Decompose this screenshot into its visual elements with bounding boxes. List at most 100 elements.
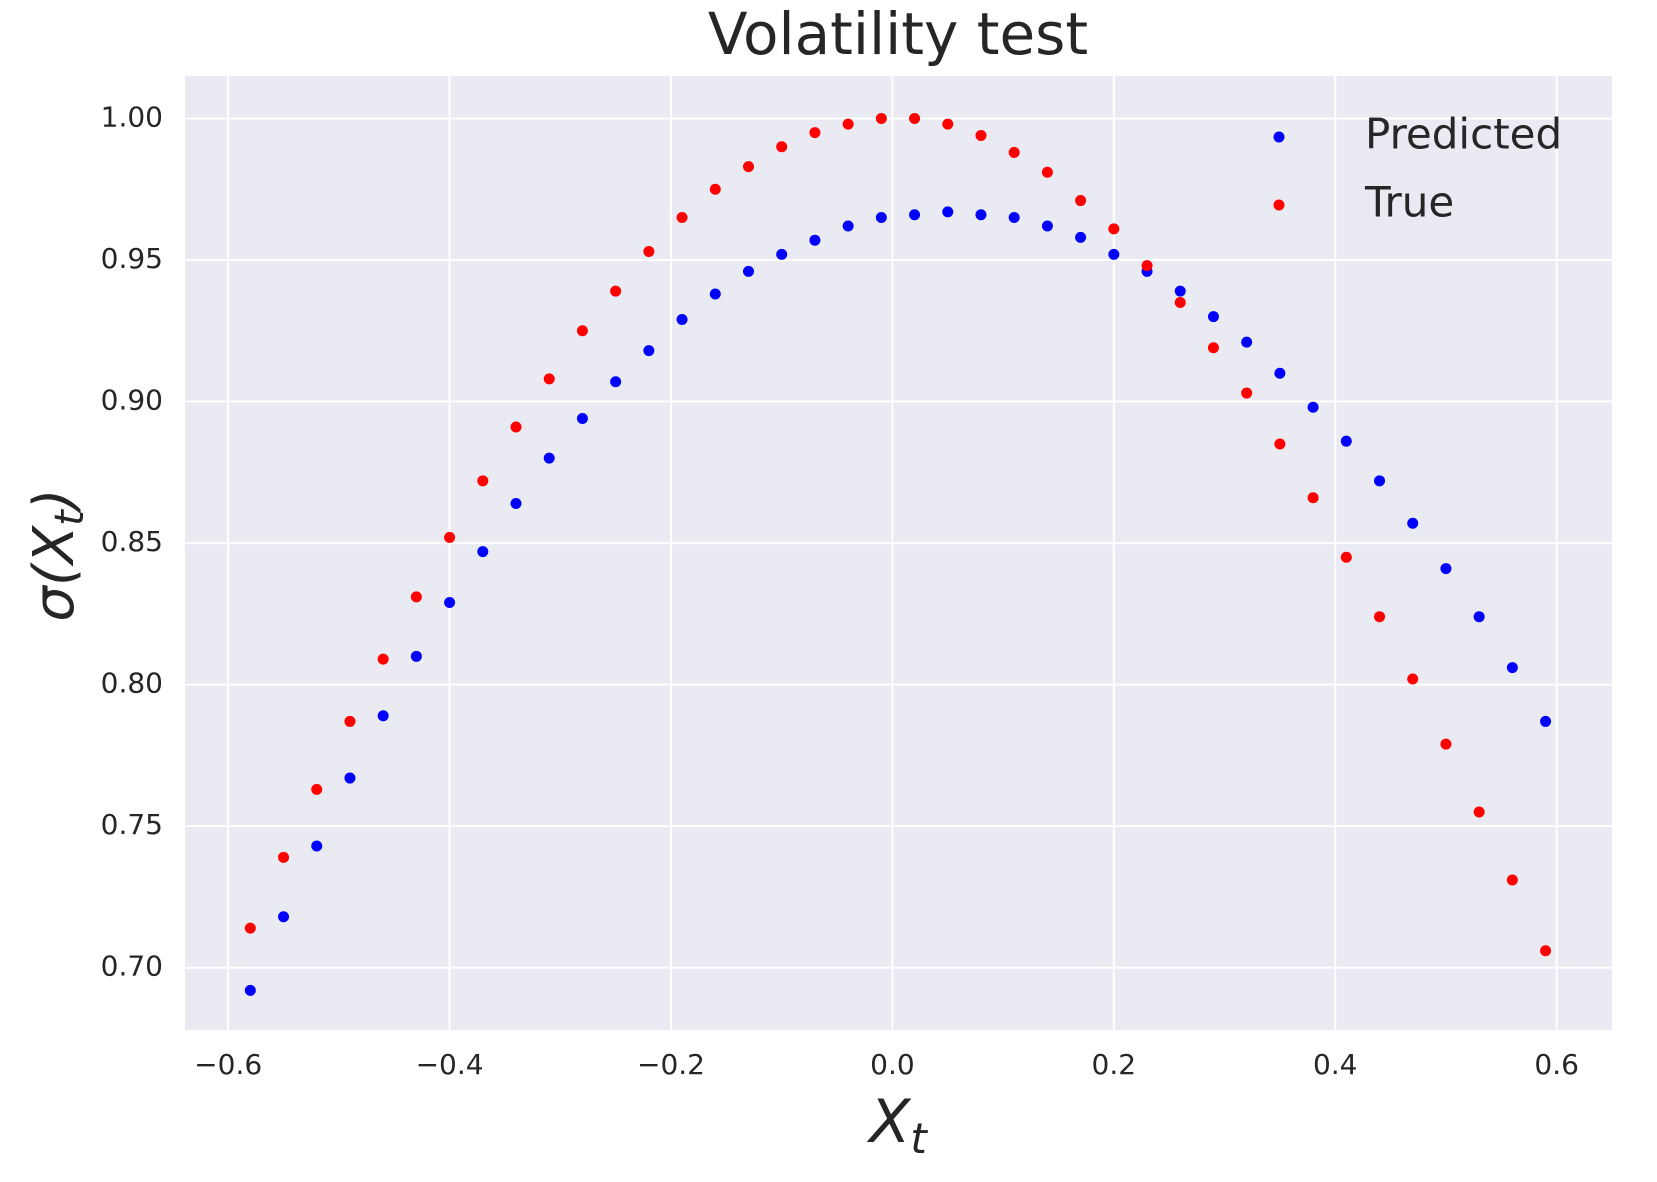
x-label-sub: t bbox=[910, 1114, 928, 1163]
point bbox=[1506, 874, 1518, 886]
point bbox=[610, 376, 622, 388]
point bbox=[676, 313, 688, 325]
point bbox=[1008, 146, 1020, 158]
point bbox=[444, 597, 456, 609]
point bbox=[842, 118, 854, 130]
point bbox=[344, 772, 356, 784]
legend-marker bbox=[1273, 199, 1285, 211]
point bbox=[1374, 611, 1386, 623]
point bbox=[1075, 231, 1087, 243]
point bbox=[1108, 248, 1120, 260]
y-tick-label: 0.95 bbox=[101, 242, 163, 275]
point bbox=[1274, 438, 1286, 450]
x-tick-label: 0.2 bbox=[1092, 1048, 1137, 1081]
point bbox=[1207, 311, 1219, 323]
point bbox=[1340, 551, 1352, 563]
x-label-main: X bbox=[866, 1087, 912, 1157]
point bbox=[377, 710, 389, 722]
point bbox=[1307, 492, 1319, 504]
point bbox=[776, 141, 788, 153]
point bbox=[244, 984, 256, 996]
point bbox=[1075, 195, 1087, 207]
plot-area bbox=[185, 76, 1612, 1030]
point bbox=[576, 413, 588, 425]
point bbox=[1540, 945, 1552, 957]
point bbox=[1440, 563, 1452, 575]
point bbox=[1274, 367, 1286, 379]
x-tick-label: −0.6 bbox=[194, 1048, 262, 1081]
point bbox=[909, 209, 921, 221]
point bbox=[610, 285, 622, 297]
y-tick-label: 0.75 bbox=[101, 808, 163, 841]
point bbox=[477, 475, 489, 487]
point bbox=[1440, 738, 1452, 750]
y-tick-label: 1.00 bbox=[101, 100, 163, 133]
point bbox=[1141, 260, 1153, 272]
y-label-sub: t bbox=[47, 509, 93, 526]
point bbox=[311, 783, 323, 795]
point bbox=[410, 591, 422, 603]
point bbox=[842, 220, 854, 232]
x-tick-label: 0.0 bbox=[870, 1048, 915, 1081]
point bbox=[975, 129, 987, 141]
point bbox=[875, 112, 887, 124]
point bbox=[244, 922, 256, 934]
point bbox=[1540, 715, 1552, 727]
x-axis-label: Xt bbox=[866, 1087, 928, 1163]
point bbox=[1340, 435, 1352, 447]
point bbox=[1506, 662, 1518, 674]
point bbox=[278, 851, 290, 863]
point bbox=[875, 212, 887, 224]
x-tick-label: −0.2 bbox=[637, 1048, 705, 1081]
point bbox=[809, 127, 821, 139]
x-tick-label: −0.4 bbox=[416, 1048, 484, 1081]
point bbox=[510, 497, 522, 509]
x-tick-label: 0.4 bbox=[1313, 1048, 1358, 1081]
legend-label: True bbox=[1364, 178, 1454, 227]
y-label-main: σ(X bbox=[22, 524, 87, 621]
point bbox=[477, 546, 489, 558]
point bbox=[643, 345, 655, 357]
point bbox=[444, 531, 456, 543]
point bbox=[344, 715, 356, 727]
point bbox=[1374, 475, 1386, 487]
y-tick-label: 0.80 bbox=[101, 667, 163, 700]
point bbox=[377, 653, 389, 665]
point bbox=[1174, 285, 1186, 297]
point bbox=[942, 206, 954, 218]
point bbox=[676, 212, 688, 224]
point bbox=[1008, 212, 1020, 224]
point bbox=[709, 288, 721, 300]
legend-marker bbox=[1273, 131, 1285, 143]
y-tick-label: 0.85 bbox=[101, 525, 163, 558]
y-axis-label: σ(Xt) bbox=[22, 488, 93, 621]
point bbox=[278, 911, 290, 923]
chart-title: Volatility test bbox=[708, 0, 1088, 68]
point bbox=[1407, 517, 1419, 529]
point bbox=[809, 234, 821, 246]
point bbox=[543, 452, 555, 464]
point bbox=[1307, 401, 1319, 413]
point bbox=[643, 246, 655, 258]
legend-label: Predicted bbox=[1365, 110, 1562, 159]
point bbox=[742, 161, 754, 173]
point bbox=[776, 248, 788, 260]
point bbox=[1473, 806, 1485, 818]
point bbox=[975, 209, 987, 221]
y-tick-label: 0.70 bbox=[101, 950, 163, 983]
point bbox=[311, 840, 323, 852]
point bbox=[1108, 223, 1120, 235]
point bbox=[1174, 296, 1186, 308]
point bbox=[709, 183, 721, 195]
point bbox=[1207, 342, 1219, 354]
point bbox=[1041, 166, 1053, 178]
point bbox=[576, 325, 588, 337]
x-tick-label: 0.6 bbox=[1534, 1048, 1579, 1081]
point bbox=[1407, 673, 1419, 685]
y-label-end: ) bbox=[22, 488, 87, 514]
point bbox=[410, 650, 422, 662]
point bbox=[1241, 387, 1253, 399]
point bbox=[742, 265, 754, 277]
point bbox=[510, 421, 522, 433]
